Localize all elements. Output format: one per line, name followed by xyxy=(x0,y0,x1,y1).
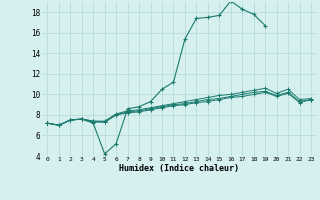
X-axis label: Humidex (Indice chaleur): Humidex (Indice chaleur) xyxy=(119,164,239,173)
